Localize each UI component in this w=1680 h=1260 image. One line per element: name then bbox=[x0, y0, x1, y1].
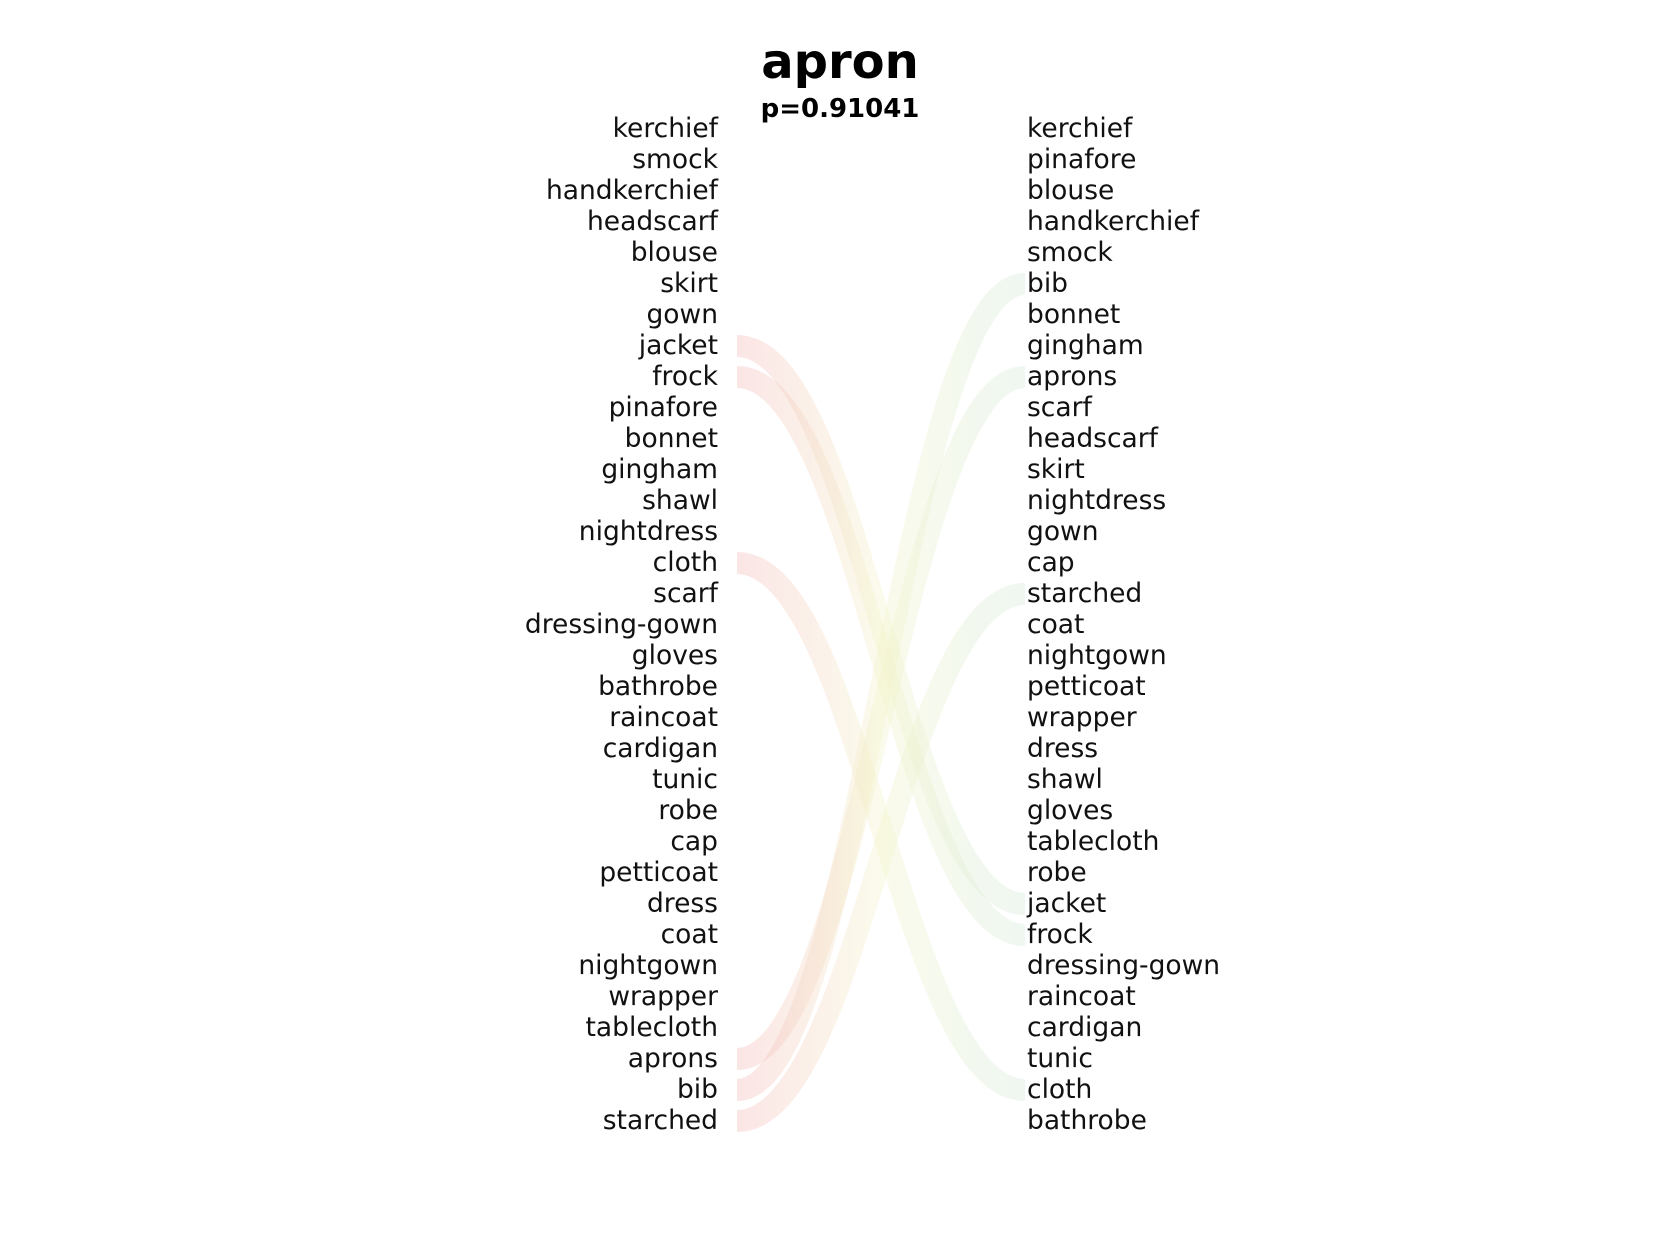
right-word: robe bbox=[1027, 857, 1087, 888]
diagram-subtitle: p=0.91041 bbox=[760, 94, 920, 124]
left-word: coat bbox=[660, 919, 718, 950]
right-word: kerchief bbox=[1027, 113, 1133, 144]
left-word: frock bbox=[652, 361, 718, 392]
left-word: dressing-gown bbox=[524, 609, 718, 640]
left-word: kerchief bbox=[612, 113, 718, 144]
right-word: raincoat bbox=[1027, 981, 1136, 1012]
left-word: cardigan bbox=[602, 733, 718, 764]
right-word: bonnet bbox=[1027, 299, 1121, 330]
right-word: dressing-gown bbox=[1027, 950, 1221, 981]
right-word: cloth bbox=[1027, 1074, 1093, 1105]
left-word: nightdress bbox=[578, 516, 718, 547]
left-word: tablecloth bbox=[585, 1012, 718, 1043]
left-word: gingham bbox=[601, 454, 718, 485]
right-word: handkerchief bbox=[1027, 206, 1200, 237]
left-word: gown bbox=[646, 299, 718, 330]
left-word: tunic bbox=[652, 764, 718, 795]
right-word: headscarf bbox=[1027, 423, 1158, 454]
left-word: blouse bbox=[630, 237, 718, 268]
right-word: nightgown bbox=[1027, 640, 1167, 671]
right-word: aprons bbox=[1027, 361, 1118, 392]
right-word: cardigan bbox=[1027, 1012, 1143, 1043]
right-word: nightdress bbox=[1027, 485, 1167, 516]
left-word: pinafore bbox=[608, 392, 718, 423]
right-word: scarf bbox=[1027, 392, 1092, 423]
left-word: smock bbox=[632, 144, 718, 175]
left-word: petticoat bbox=[599, 857, 718, 888]
right-word: jacket bbox=[1027, 888, 1107, 919]
right-word: frock bbox=[1027, 919, 1093, 950]
left-word: cap bbox=[670, 826, 718, 857]
right-word: coat bbox=[1027, 609, 1085, 640]
right-word: gloves bbox=[1027, 795, 1114, 826]
right-word: gown bbox=[1027, 516, 1099, 547]
right-word: tunic bbox=[1027, 1043, 1093, 1074]
left-word: wrapper bbox=[608, 981, 718, 1012]
right-word: smock bbox=[1027, 237, 1113, 268]
right-word: petticoat bbox=[1027, 671, 1146, 702]
link-ribbon-bib bbox=[735, 273, 1027, 1101]
right-word: tablecloth bbox=[1027, 826, 1160, 857]
right-word: bathrobe bbox=[1027, 1105, 1147, 1136]
left-word: headscarf bbox=[587, 206, 718, 237]
right-word: bib bbox=[1027, 268, 1069, 299]
right-word: starched bbox=[1027, 578, 1143, 609]
left-word: aprons bbox=[627, 1043, 718, 1074]
right-word: blouse bbox=[1027, 175, 1115, 206]
left-word: scarf bbox=[653, 578, 718, 609]
link-ribbon-starched bbox=[735, 583, 1027, 1132]
left-word: cloth bbox=[652, 547, 718, 578]
left-word: robe bbox=[658, 795, 718, 826]
left-word: jacket bbox=[638, 330, 718, 361]
right-word: cap bbox=[1027, 547, 1075, 578]
right-word: pinafore bbox=[1027, 144, 1137, 175]
right-word: wrapper bbox=[1027, 702, 1137, 733]
right-word: shawl bbox=[1027, 764, 1103, 795]
left-word: bathrobe bbox=[598, 671, 718, 702]
left-word: bib bbox=[676, 1074, 718, 1105]
right-word: dress bbox=[1027, 733, 1099, 764]
left-word: gloves bbox=[631, 640, 718, 671]
left-word: skirt bbox=[660, 268, 718, 299]
left-word: dress bbox=[646, 888, 718, 919]
left-word: bonnet bbox=[624, 423, 718, 454]
left-word: starched bbox=[602, 1105, 718, 1136]
right-word: skirt bbox=[1027, 454, 1085, 485]
right-word: gingham bbox=[1027, 330, 1144, 361]
diagram-title: apron bbox=[761, 34, 919, 90]
left-word: nightgown bbox=[578, 950, 718, 981]
left-word: handkerchief bbox=[545, 175, 718, 206]
left-word: shawl bbox=[642, 485, 718, 516]
left-word: raincoat bbox=[609, 702, 718, 733]
